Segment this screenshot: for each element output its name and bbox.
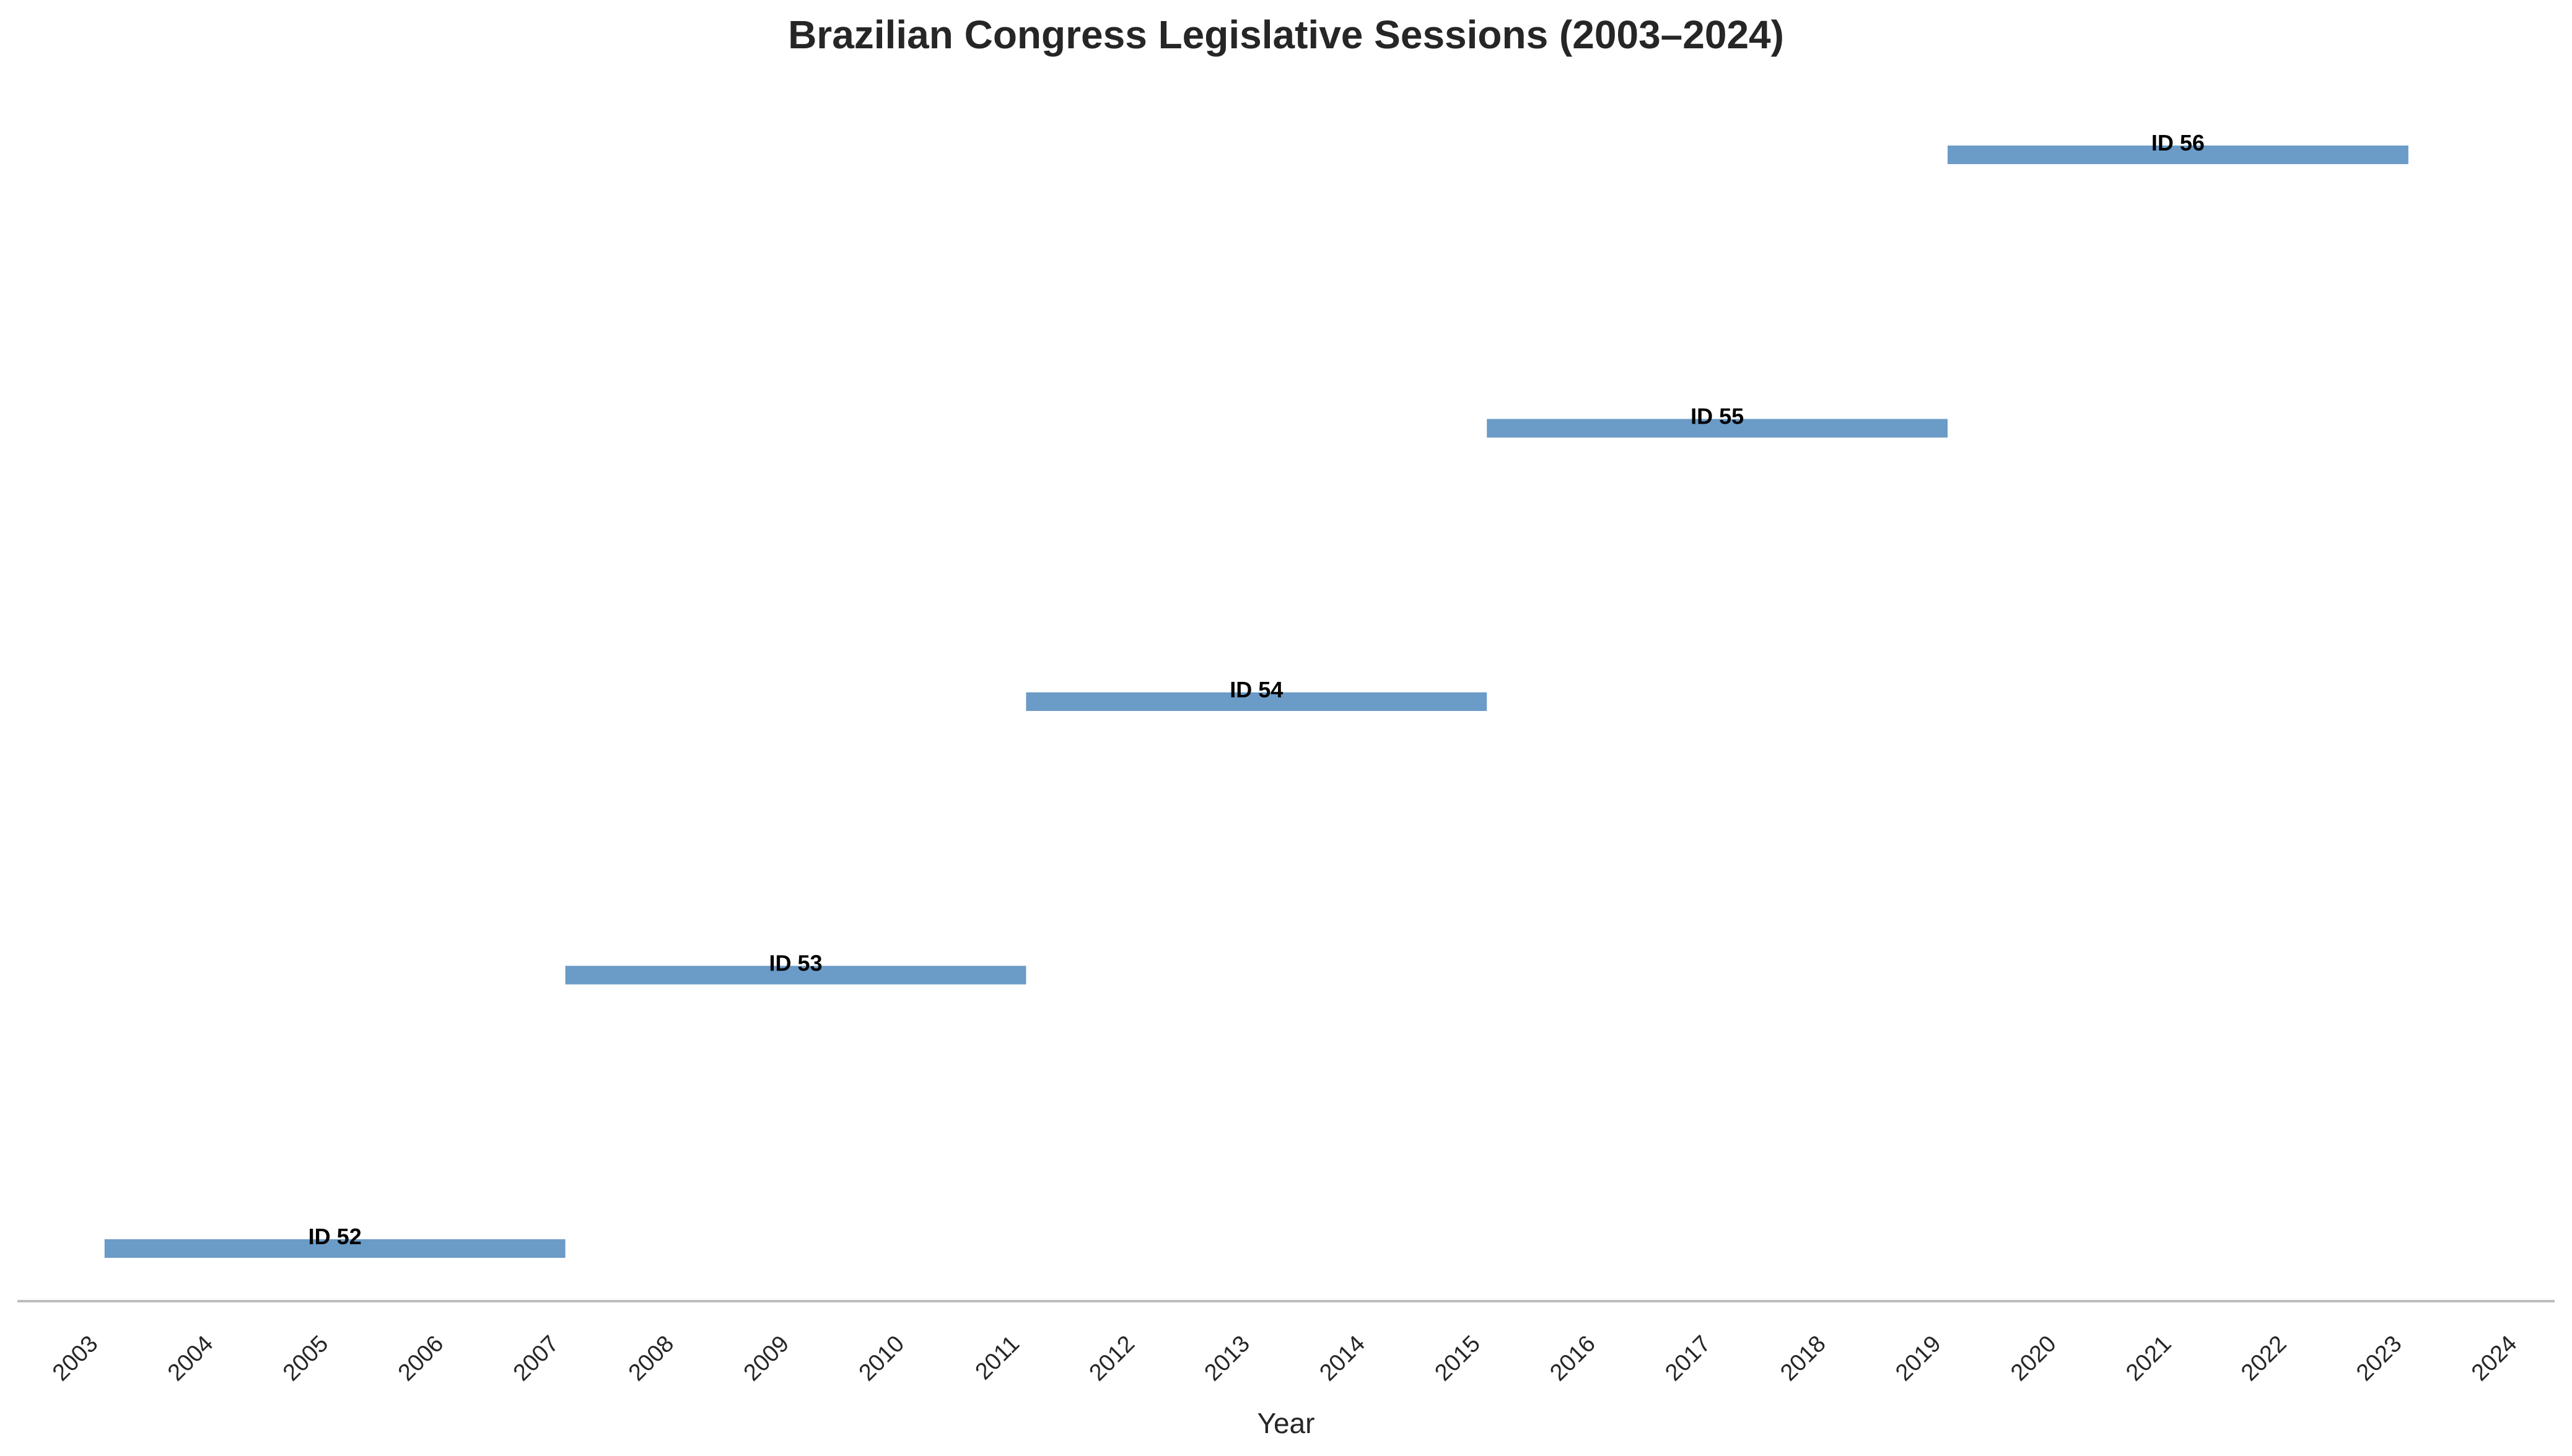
x-tick-label: 2021 — [2121, 1331, 2176, 1386]
x-tick-label: 2004 — [163, 1331, 218, 1386]
x-tick-label: 2011 — [971, 1331, 1025, 1385]
x-tick-label: 2009 — [739, 1331, 794, 1386]
x-tick-label: 2020 — [2006, 1331, 2061, 1386]
session-label: ID 56 — [2151, 130, 2205, 155]
session-bar — [1026, 692, 1487, 711]
session-label: ID 54 — [1230, 677, 1283, 702]
session-bar — [1948, 146, 2408, 164]
x-tick-label: 2008 — [624, 1331, 679, 1386]
session-bar — [104, 1239, 566, 1258]
x-tick-label: 2005 — [278, 1331, 333, 1386]
x-axis-label: Year — [1258, 1407, 1315, 1439]
x-tick-label: 2024 — [2467, 1331, 2522, 1386]
x-tick-label: 2014 — [1314, 1331, 1370, 1386]
x-axis-ticks: 2003 2004 2005 2006 2007 2008 2009 2010 2011 2012… — [48, 1331, 2522, 1386]
x-tick-label: 2012 — [1085, 1331, 1140, 1386]
x-tick-label: 2003 — [48, 1331, 103, 1386]
session-bar — [565, 966, 1026, 985]
x-tick-label: 2015 — [1430, 1331, 1485, 1386]
x-tick-label: 2018 — [1775, 1331, 1831, 1386]
x-tick-label: 2013 — [1199, 1331, 1254, 1386]
x-tick-label: 2006 — [393, 1331, 448, 1386]
x-tick-label: 2019 — [1891, 1331, 1946, 1386]
x-tick-label: 2023 — [2351, 1331, 2407, 1386]
session-label: ID 52 — [308, 1224, 362, 1249]
session-label: ID 53 — [769, 951, 822, 976]
session-bar — [1487, 419, 1948, 438]
x-tick-label: 2010 — [854, 1331, 909, 1386]
session-label: ID 55 — [1691, 404, 1744, 429]
x-tick-label: 2007 — [509, 1331, 564, 1386]
x-tick-label: 2016 — [1545, 1331, 1600, 1386]
bars-layer: ID 52 ID 53 ID 54 ID 55 ID 56 — [104, 130, 2408, 1258]
x-tick-label: 2022 — [2236, 1331, 2291, 1386]
chart-title: Brazilian Congress Legislative Sessions … — [788, 12, 1784, 57]
x-tick-label: 2017 — [1660, 1331, 1715, 1386]
